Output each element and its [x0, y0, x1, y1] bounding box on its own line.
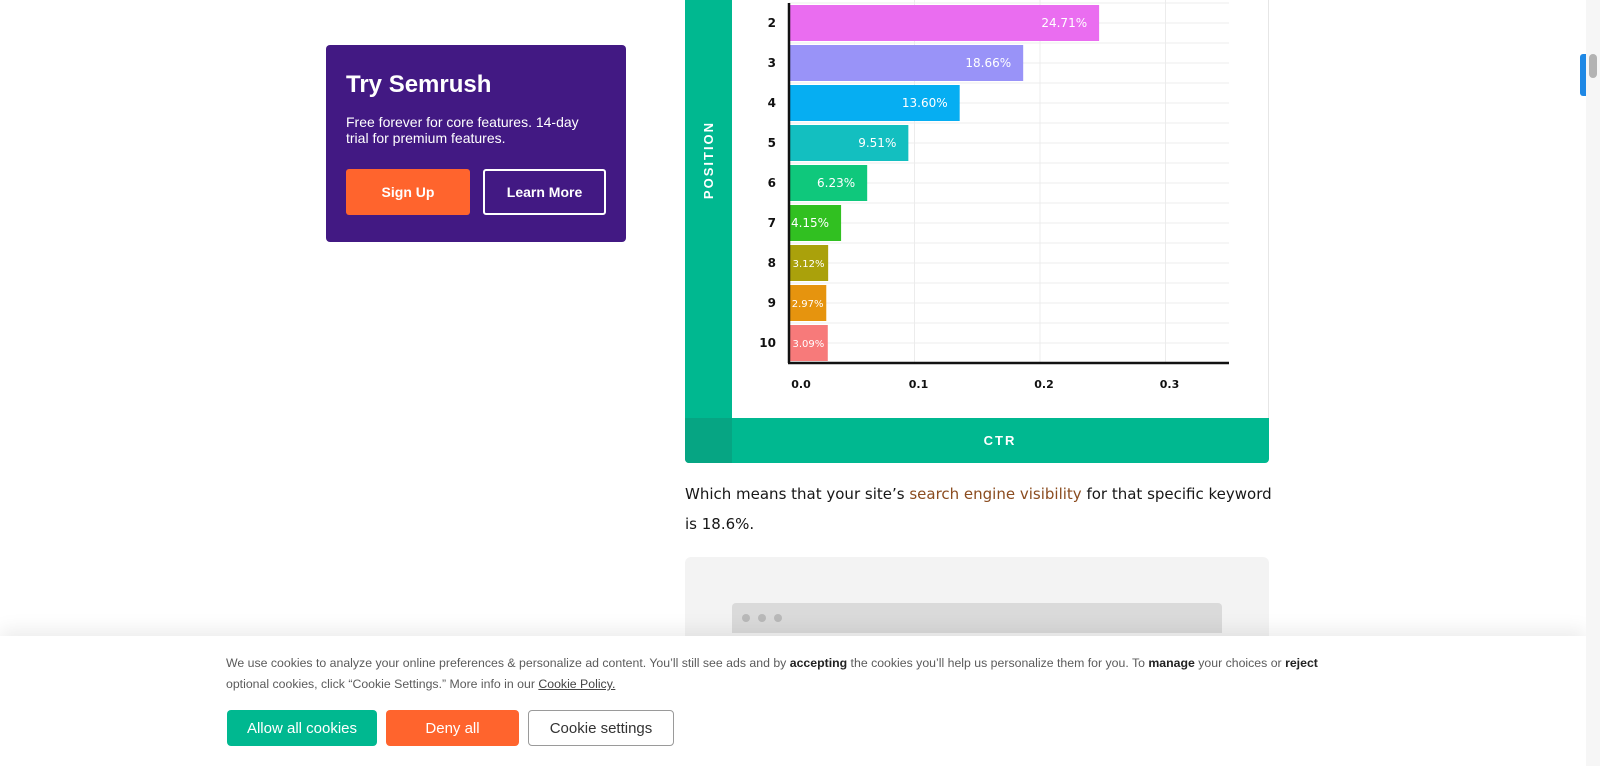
chart-y-label: POSITION: [701, 121, 716, 199]
bar-data-label: 6.23%: [817, 176, 855, 190]
bar-position-5: [789, 125, 909, 161]
cookie-text-part: We use cookies to analyze your online pr…: [226, 656, 790, 670]
cookie-bold-reject: reject: [1285, 656, 1318, 670]
category-label: 10: [759, 336, 776, 350]
body-paragraph: Which means that your site’s search engi…: [685, 479, 1275, 539]
chart-corner: [685, 418, 732, 463]
bar-position-7: [789, 205, 842, 241]
paragraph-text-before: Which means that your site’s: [685, 485, 910, 503]
window-dot-icon: [758, 614, 766, 622]
bar-position-2: [789, 5, 1100, 41]
bar-data-label: 3.12%: [793, 259, 825, 270]
bar-position-3: [789, 45, 1024, 81]
chart-bottom-band: [732, 418, 1269, 463]
scroll-indicator: [1580, 54, 1586, 96]
window-dot-icon: [742, 614, 750, 622]
ctr-chart-svg: 24.71% 18.66% 13.60% 9.51% 6.23% 4.15% 3.12% 2.…: [685, 0, 1269, 463]
chart-x-label: CTR: [984, 433, 1017, 448]
cookie-text-part: your choices or: [1194, 656, 1286, 670]
bar-data-label: 4.15%: [791, 216, 829, 230]
mockup-window-bar: [732, 603, 1222, 633]
category-label: 2: [768, 16, 776, 30]
category-label: 9: [768, 296, 776, 310]
category-label: 6: [768, 176, 776, 190]
sign-up-button[interactable]: Sign Up: [346, 169, 470, 215]
cookie-text: We use cookies to analyze your online pr…: [226, 653, 1356, 695]
bar-position-8: [789, 245, 829, 281]
ctr-chart: 24.71% 18.66% 13.60% 9.51% 6.23% 4.15% 3.12% 2.…: [685, 0, 1269, 463]
chart-side-band: [685, 0, 732, 463]
scrollbar[interactable]: [1586, 0, 1600, 766]
category-label: 3: [768, 56, 776, 70]
window-dot-icon: [774, 614, 782, 622]
x-tick-label: 0.2: [1034, 378, 1054, 391]
cookie-text-part: optional cookies, click “Cookie Settings…: [226, 677, 539, 691]
search-visibility-link[interactable]: search engine visibility: [909, 485, 1082, 503]
paragraph-text-after: for that specific keyword is 18.6%.: [685, 485, 1272, 533]
bar-position-9: [789, 285, 827, 321]
chart-category-labels: 2 3 4 5 6 7 8 9 10: [759, 16, 776, 350]
bar-position-6: [789, 165, 868, 201]
category-label: 8: [768, 256, 776, 270]
bar-position-10: [789, 325, 828, 361]
promo-buttons: Sign Up Learn More: [346, 169, 606, 215]
promo-title: Try Semrush: [346, 71, 492, 98]
cookie-banner: We use cookies to analyze your online pr…: [0, 636, 1586, 766]
cookie-settings-button[interactable]: Cookie settings: [528, 710, 674, 746]
learn-more-button[interactable]: Learn More: [483, 169, 606, 215]
cookie-bold-manage: manage: [1148, 656, 1195, 670]
category-label: 4: [768, 96, 776, 110]
bar-position-4: [789, 85, 960, 121]
allow-all-cookies-button[interactable]: Allow all cookies: [227, 710, 377, 746]
deny-all-button[interactable]: Deny all: [386, 710, 519, 746]
cookie-policy-link[interactable]: Cookie Policy.: [538, 677, 616, 691]
x-tick-label: 0.0: [791, 378, 811, 391]
cookie-text-part: the cookies you’ll help us personalize t…: [847, 656, 1149, 670]
bar-data-label: 9.51%: [858, 136, 896, 150]
category-label: 5: [768, 136, 776, 150]
category-label: 7: [768, 216, 776, 230]
chart-grid: [789, 0, 1229, 364]
promo-card: Try Semrush Free forever for core featur…: [326, 45, 626, 242]
chart-bars: 24.71% 18.66% 13.60% 9.51% 6.23% 4.15% 3.12% 2.…: [789, 5, 1100, 361]
bar-data-label: 24.71%: [1041, 16, 1087, 30]
bar-data-label: 13.60%: [902, 96, 948, 110]
cookie-buttons: Allow all cookies Deny all Cookie settin…: [227, 710, 674, 746]
x-tick-label: 0.1: [909, 378, 929, 391]
bar-data-label: 18.66%: [965, 56, 1011, 70]
x-tick-label: 0.3: [1160, 378, 1180, 391]
promo-text: Free forever for core features. 14-day t…: [346, 113, 579, 146]
scrollbar-thumb[interactable]: [1589, 54, 1597, 78]
bar-data-label: 2.97%: [792, 299, 824, 310]
chart-x-ticks: 0.0 0.1 0.2 0.3: [791, 378, 1179, 391]
bar-data-label: 3.09%: [792, 339, 824, 350]
cookie-bold-accepting: accepting: [789, 656, 848, 670]
